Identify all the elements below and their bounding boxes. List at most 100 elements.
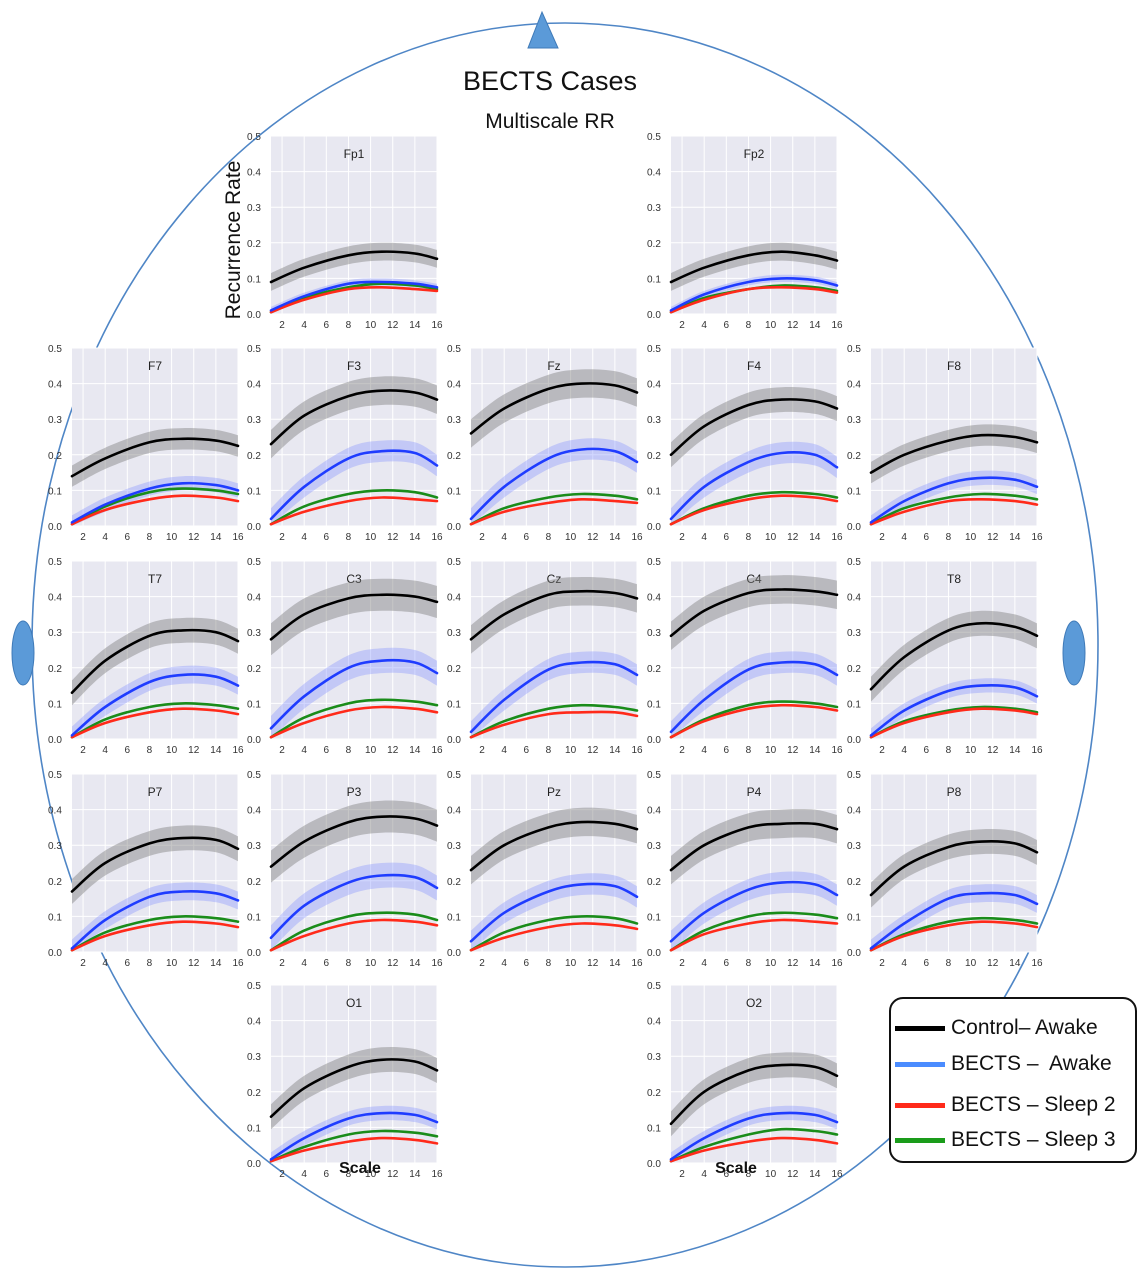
- panel-title: P4: [747, 785, 762, 799]
- x-tick-label: 6: [924, 532, 930, 543]
- x-tick-label: 14: [409, 958, 421, 969]
- bects-awake-line: [70, 890, 240, 950]
- panel-title: Pz: [547, 785, 561, 799]
- y-tick-label: 0.5: [247, 770, 261, 781]
- y-tick-label: 0.2: [847, 664, 861, 675]
- panel-f7: 0.0 0.1 0.2 0.3 0.4 0.5 2 4 6 8 10 12 14 16 F7: [48, 344, 244, 543]
- control-awake-band: [871, 610, 1037, 702]
- bects-awake-band: [471, 651, 637, 739]
- y-tick-label: 0.5: [447, 557, 461, 568]
- x-tick-label: 4: [501, 532, 507, 543]
- y-tick-label: 0.4: [48, 593, 62, 604]
- x-tick-label: 6: [724, 532, 730, 543]
- x-tick-label: 12: [188, 958, 200, 969]
- x-tick-label: 10: [365, 532, 377, 543]
- x-tick-label: 14: [409, 320, 421, 331]
- bects-awake-band: [871, 884, 1037, 952]
- control-awake-band: [471, 807, 637, 885]
- legend-item-bects-sleep3: BECTS – Sleep 3: [891, 1127, 1116, 1153]
- y-tick-label: 0.3: [647, 1052, 661, 1063]
- control-awake-band: [671, 809, 837, 885]
- bects-sleep2-line: [269, 496, 439, 526]
- x-tick-label: 16: [631, 745, 643, 756]
- y-tick-label: 0.0: [647, 948, 661, 959]
- panel-c4: 0.0 0.1 0.2 0.3 0.4 0.5 2 4 6 8 10 12 14 16 C4: [647, 557, 843, 756]
- y-tick-label: 0.4: [447, 593, 461, 604]
- panel-title: F8: [947, 359, 961, 373]
- x-tick-label: 6: [524, 532, 530, 543]
- y-axis-label: Recurrence Rate: [222, 160, 245, 320]
- y-tick-label: 0.1: [48, 486, 62, 497]
- y-tick-label: 0.0: [247, 1159, 261, 1170]
- control-awake-band: [72, 617, 238, 706]
- y-tick-label: 0.5: [847, 557, 861, 568]
- legend-swatch-bects-awake: [895, 1061, 945, 1067]
- x-tick-label: 2: [679, 1169, 685, 1180]
- x-tick-label: 4: [701, 532, 707, 543]
- panel-title: P8: [947, 785, 962, 799]
- control-awake-band: [271, 242, 437, 291]
- control-awake-band: [471, 576, 637, 654]
- y-tick-label: 0.4: [447, 380, 461, 391]
- x-tick-label: 8: [946, 958, 952, 969]
- x-tick-label: 16: [831, 745, 843, 756]
- control-awake-line: [669, 398, 839, 457]
- y-tick-label: 0.1: [647, 699, 661, 710]
- bects-awake-line: [469, 660, 639, 734]
- panel-title: P3: [347, 785, 362, 799]
- y-tick-label: 0.0: [247, 522, 261, 533]
- control-awake-line: [269, 1058, 439, 1118]
- y-tick-label: 0.0: [847, 948, 861, 959]
- x-tick-label: 6: [524, 745, 530, 756]
- y-tick-label: 0.1: [647, 486, 661, 497]
- x-tick-label: 10: [765, 532, 777, 543]
- x-tick-label: 14: [409, 1169, 421, 1180]
- x-tick-label: 8: [546, 745, 552, 756]
- bects-awake-line: [669, 277, 839, 312]
- panel-title: T8: [947, 572, 961, 586]
- y-tick-label: 0.2: [447, 664, 461, 675]
- y-tick-label: 0.2: [647, 877, 661, 888]
- x-tick-label: 16: [831, 320, 843, 331]
- y-tick-label: 0.2: [647, 239, 661, 250]
- bects-awake-line: [269, 659, 439, 730]
- bects-sleep3-line: [869, 705, 1039, 739]
- x-tick-label: 12: [387, 958, 399, 969]
- x-tick-label: 6: [125, 745, 131, 756]
- y-tick-label: 0.2: [647, 1088, 661, 1099]
- y-tick-label: 0.2: [847, 877, 861, 888]
- x-tick-label: 14: [809, 1169, 821, 1180]
- x-tick-label: 4: [701, 1169, 707, 1180]
- y-tick-label: 0.5: [647, 981, 661, 992]
- y-tick-label: 0.1: [247, 274, 261, 285]
- bects-awake-line: [269, 873, 439, 940]
- y-tick-label: 0.0: [48, 522, 62, 533]
- y-tick-label: 0.3: [847, 841, 861, 852]
- control-awake-line: [70, 437, 240, 478]
- y-tick-label: 0.5: [247, 981, 261, 992]
- x-tick-label: 10: [565, 958, 577, 969]
- x-tick-label: 8: [746, 745, 752, 756]
- figure-subtitle: Multiscale RR: [485, 110, 615, 133]
- control-awake-line: [869, 840, 1039, 897]
- x-tick-label: 6: [724, 745, 730, 756]
- y-tick-label: 0.1: [647, 912, 661, 923]
- bects-sleep2-line: [70, 920, 240, 952]
- bects-sleep2-line: [70, 707, 240, 739]
- panel-title: T7: [148, 572, 162, 586]
- panel-p8: 0.0 0.1 0.2 0.3 0.4 0.5 2 4 6 8 10 12 14 16 P8: [847, 770, 1043, 969]
- bects-sleep3-line: [669, 490, 839, 526]
- y-tick-label: 0.1: [847, 699, 861, 710]
- bects-awake-band: [671, 651, 837, 739]
- y-tick-label: 0.3: [48, 415, 62, 426]
- x-tick-label: 6: [724, 1169, 730, 1180]
- x-tick-label: 12: [188, 745, 200, 756]
- panel-title: F7: [148, 359, 162, 373]
- y-tick-label: 0.5: [48, 344, 62, 355]
- y-tick-label: 0.4: [647, 1017, 661, 1028]
- bects-sleep2-line: [669, 1136, 839, 1163]
- control-awake-band: [871, 828, 1037, 908]
- x-tick-label: 4: [102, 532, 108, 543]
- bects-sleep2-line: [70, 494, 240, 526]
- y-tick-label: 0.3: [247, 203, 261, 214]
